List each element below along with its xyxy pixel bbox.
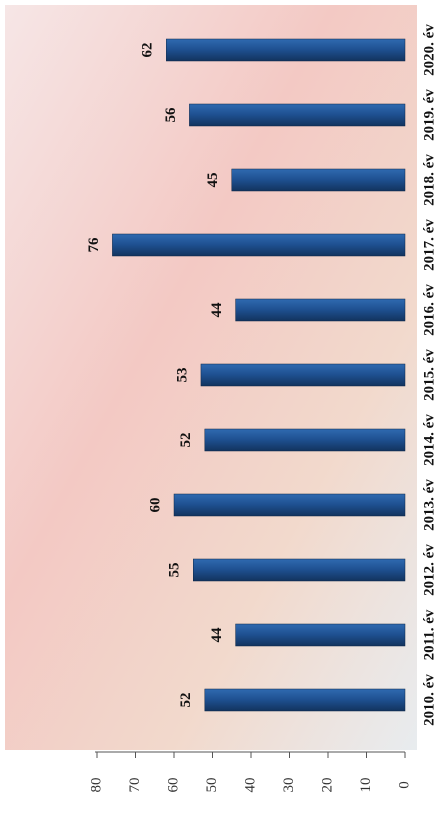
y-tick-label: 0 [396,781,412,789]
data-label: 53 [174,368,190,383]
x-tick-label: 2012. év [421,544,437,596]
x-tick-label: 2016. év [421,284,437,336]
bar [166,38,406,62]
data-label: 52 [178,693,194,708]
x-tick-label: 2020. év [421,24,437,76]
bar [200,363,406,387]
data-label: 56 [163,107,179,123]
bar [204,428,406,452]
bar [193,558,406,582]
bar [235,298,406,322]
y-tick-label: 50 [204,778,220,793]
data-label: 44 [209,302,225,318]
data-label: 76 [86,237,102,253]
x-tick-label: 2019. év [421,89,437,141]
x-tick-label: 2010. év [421,674,437,726]
bar [231,168,406,192]
bar [204,688,406,712]
x-tick-label: 2017. év [421,219,437,271]
data-label: 62 [140,43,156,58]
y-tick-label: 80 [88,778,104,793]
x-tick-label: 2013. év [421,479,437,531]
y-tick-label: 10 [358,778,374,793]
data-label: 44 [209,627,225,643]
y-tick-label: 30 [281,778,297,793]
x-tick-label: 2018. év [421,154,437,206]
y-tick-label: 20 [319,778,335,793]
x-tick-label: 2015. év [421,349,437,401]
x-tick-label: 2014. év [421,414,437,466]
y-tick-label: 40 [242,778,258,793]
y-tick-label: 70 [127,778,143,793]
data-label: 45 [205,173,221,188]
data-label: 52 [178,433,194,448]
x-tick-label: 2011. év [421,609,437,660]
bar [173,493,406,517]
bar [112,233,406,257]
data-label: 55 [167,563,183,578]
bar [189,103,406,127]
bar [235,623,406,647]
data-label: 60 [147,498,163,513]
y-tick-label: 60 [165,778,181,793]
